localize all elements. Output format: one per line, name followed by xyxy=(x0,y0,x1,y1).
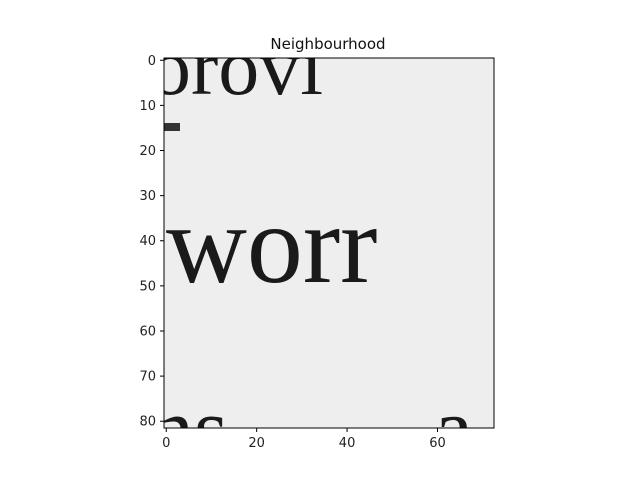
glyph-row-bottom: ns xyxy=(150,381,228,478)
x-tick-label: 40 xyxy=(339,436,356,451)
y-tick-label: 60 xyxy=(139,324,156,339)
image-area: orovi worr ns a xyxy=(150,21,494,478)
y-tick-label: 50 xyxy=(139,279,156,294)
y-tick-label: 70 xyxy=(139,370,156,385)
image-noise xyxy=(164,58,494,428)
glyph-row-middle: worr xyxy=(166,183,377,307)
y-tick-label: 80 xyxy=(139,415,156,430)
glyph-fragment xyxy=(164,123,180,131)
y-axis: 0 10 20 30 40 50 60 70 80 xyxy=(139,54,164,430)
glyph-row-top: orovi xyxy=(150,21,323,112)
chart-title: Neighbourhood xyxy=(270,35,385,53)
y-tick-label: 0 xyxy=(148,54,156,69)
x-tick-label: 20 xyxy=(248,436,265,451)
y-tick-label: 10 xyxy=(139,99,156,114)
x-tick-label: 60 xyxy=(429,436,446,451)
y-tick-label: 20 xyxy=(139,144,156,159)
x-axis: 0 20 40 60 xyxy=(162,428,446,451)
plot-frame xyxy=(163,57,495,429)
glyph-row-bottom-right: a xyxy=(434,381,473,478)
y-tick-label: 30 xyxy=(139,189,156,204)
x-tick-label: 0 xyxy=(162,436,170,451)
y-tick-label: 40 xyxy=(139,234,156,249)
